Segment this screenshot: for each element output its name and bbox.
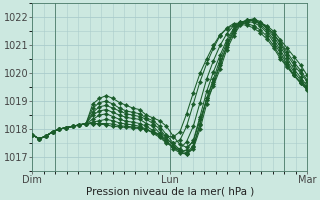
X-axis label: Pression niveau de la mer( hPa ): Pression niveau de la mer( hPa ) [86, 187, 254, 197]
